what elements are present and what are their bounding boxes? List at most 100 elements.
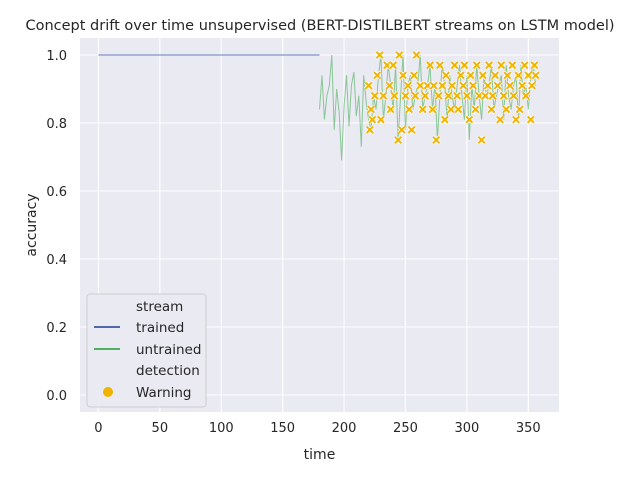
- y-axis-label: accuracy: [24, 193, 40, 256]
- warning-point: [401, 91, 410, 101]
- legend-untrained-label: untrained: [136, 342, 201, 358]
- warning-point: [527, 81, 537, 91]
- legend-stream-header: stream: [136, 299, 183, 315]
- warning-point: [453, 104, 463, 114]
- x-tick-label: 250: [393, 421, 418, 436]
- warning-markers: [364, 50, 541, 145]
- warning-point: [412, 50, 422, 60]
- warning-point: [511, 115, 521, 125]
- warning-point: [501, 104, 511, 114]
- warning-point: [529, 60, 539, 70]
- x-tick-label: 150: [270, 421, 295, 436]
- warning-point: [523, 70, 533, 80]
- warning-point: [472, 60, 482, 70]
- warning-point: [505, 81, 515, 91]
- warning-point: [375, 50, 385, 60]
- x-tick-label: 200: [332, 421, 357, 436]
- warning-point: [420, 91, 430, 101]
- warning-point: [464, 115, 474, 125]
- warning-point: [437, 81, 447, 91]
- warning-point: [495, 115, 505, 125]
- warning-point: [515, 104, 525, 114]
- chart-title: Concept drift over time unsupervised (BE…: [25, 18, 614, 34]
- warning-point: [385, 81, 394, 91]
- warning-point: [394, 50, 404, 60]
- warning-point: [462, 91, 472, 101]
- y-tick-label: 0.8: [46, 117, 67, 132]
- warning-point: [434, 91, 444, 101]
- warning-point: [499, 91, 509, 101]
- warning-point: [509, 91, 519, 101]
- warning-point: [367, 115, 377, 125]
- x-tick-label: 100: [209, 421, 234, 436]
- warning-point: [502, 70, 512, 80]
- warning-point: [415, 81, 425, 91]
- warning-point: [513, 70, 523, 80]
- warning-point: [398, 70, 408, 80]
- warning-point: [496, 60, 506, 70]
- x-tick-labels: 0 50 100 150 200 250 300 350: [94, 421, 540, 436]
- warning-point: [428, 104, 437, 114]
- warning-point: [526, 115, 536, 125]
- warning-point: [364, 81, 374, 91]
- warning-point: [365, 125, 375, 135]
- warning-point: [520, 60, 530, 70]
- legend-trained-label: trained: [136, 320, 184, 336]
- x-tick-label: 0: [94, 421, 102, 436]
- warning-point: [409, 70, 419, 80]
- warning-point: [366, 104, 376, 114]
- warning-point: [435, 60, 445, 70]
- warning-point: [386, 104, 396, 114]
- warning-point: [388, 60, 398, 70]
- warning-point: [486, 104, 496, 114]
- warning-point: [403, 81, 413, 91]
- warning-point: [443, 91, 453, 101]
- warning-point: [471, 104, 480, 114]
- warning-point: [441, 70, 451, 80]
- warning-point: [446, 104, 456, 114]
- warning-point: [456, 70, 466, 80]
- warning-point: [478, 70, 488, 80]
- legend-detection-header: detection: [136, 363, 200, 379]
- warning-point: [490, 70, 500, 80]
- warning-point: [450, 60, 460, 70]
- y-tick-label: 0.6: [46, 185, 67, 200]
- x-axis-label: time: [304, 447, 336, 463]
- warning-point: [458, 81, 468, 91]
- legend-warning-marker: [103, 387, 113, 397]
- warning-point: [452, 91, 462, 101]
- warning-point: [480, 91, 490, 101]
- warning-point: [425, 60, 435, 70]
- warning-point: [493, 81, 503, 91]
- x-tick-label: 350: [516, 421, 541, 436]
- warning-point: [459, 60, 469, 70]
- legend-box: [86, 293, 207, 408]
- warning-point: [507, 60, 517, 70]
- warning-point: [389, 91, 399, 101]
- x-tick-label: 300: [454, 421, 479, 436]
- y-tick-label: 1.0: [46, 49, 67, 64]
- warning-point: [517, 81, 527, 91]
- legend: stream trained untrained detection Warni…: [86, 293, 207, 408]
- warning-point: [418, 104, 428, 114]
- warning-point: [393, 135, 403, 145]
- warning-point: [370, 91, 380, 101]
- warning-point: [429, 81, 439, 91]
- warning-point: [447, 81, 457, 91]
- warning-point: [376, 115, 386, 125]
- warning-point: [488, 91, 498, 101]
- warning-point: [440, 115, 450, 125]
- y-tick-label: 0.0: [46, 389, 67, 404]
- warning-point: [531, 70, 541, 80]
- legend-warning-label: Warning: [136, 385, 192, 401]
- warning-point: [404, 104, 414, 114]
- y-tick-label: 0.4: [46, 253, 67, 268]
- warning-point: [484, 60, 494, 70]
- x-tick-label: 50: [152, 421, 169, 436]
- warning-point: [466, 70, 476, 80]
- warning-point: [468, 81, 478, 91]
- warning-point: [483, 81, 493, 91]
- warning-point: [431, 135, 441, 145]
- warning-point: [397, 125, 407, 135]
